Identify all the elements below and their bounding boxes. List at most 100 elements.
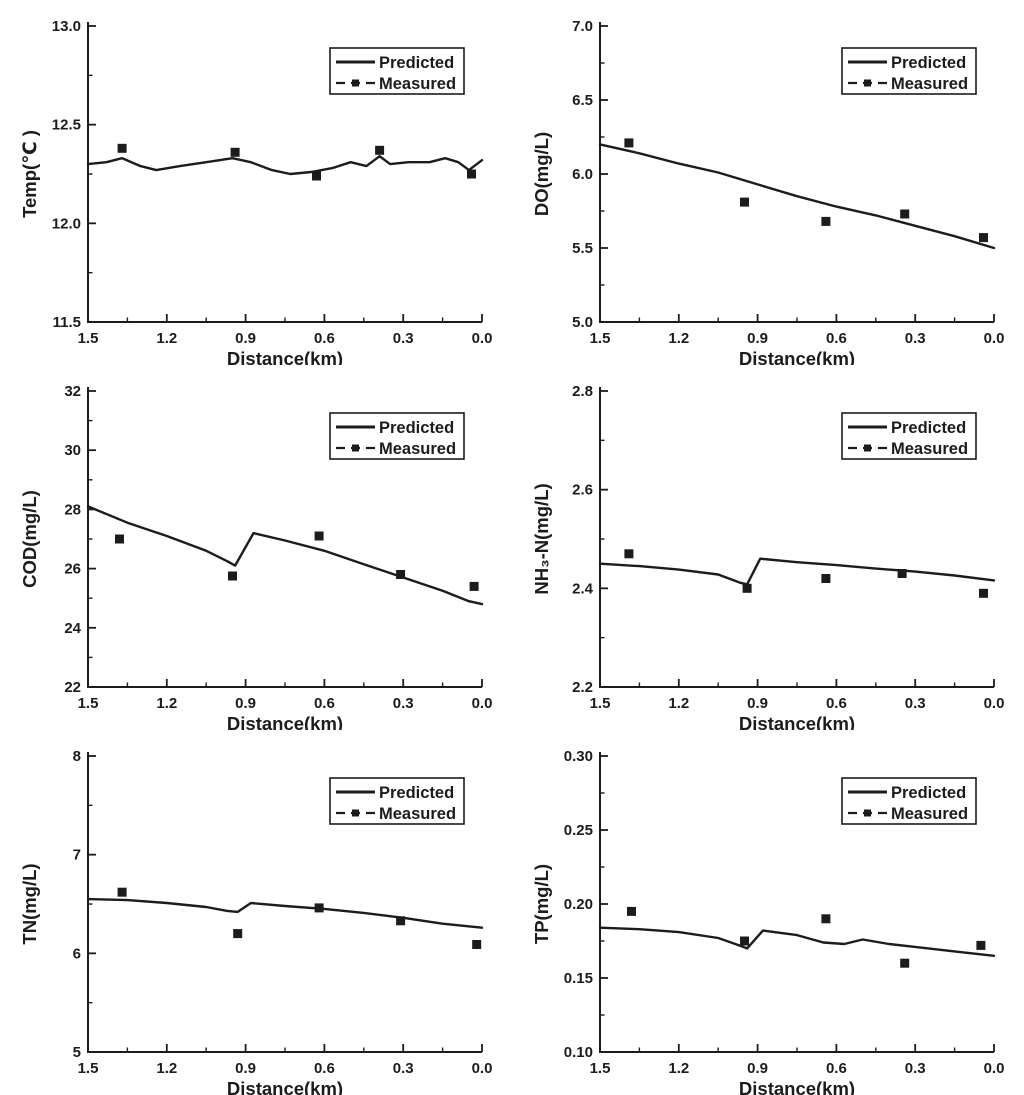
measured-point [314,903,324,913]
legend-measured-marker [864,809,871,817]
measured-point [624,549,634,559]
x-tick-label: 0.3 [905,330,926,347]
y-tick-label: 12.0 [52,215,81,232]
y-axis-title: TP(mg/L) [531,864,552,944]
measured-point [821,574,831,583]
y-tick-label: 6 [73,945,81,962]
y-tick-label: 2.6 [572,482,593,499]
legend-predicted-label: Predicted [379,54,454,72]
chart-tp: 1.5 1.2 0.9 0.6 0.3 0.0 0.10 0.15 0.20 0.25 0.30 Di… [531,748,1004,1095]
legend-measured-marker [352,809,359,817]
x-tick-label: 0.0 [472,695,493,712]
measured-point [375,145,385,155]
x-tick-label: 1.2 [668,695,689,712]
y-tick-label: 2.8 [572,383,593,400]
x-tick-label: 0.0 [984,695,1005,712]
x-tick-label: 0.6 [314,1060,335,1077]
x-tick-label: 1.5 [78,1060,99,1077]
chart-cod: 1.5 1.2 0.9 0.6 0.3 0.0 22 24 26 28 30 32 Distance(k… [19,383,493,730]
legend-predicted-label: Predicted [891,419,966,437]
predicted-line [598,143,996,250]
legend-predicted-label: Predicted [379,784,454,802]
y-axis-title: DO(mg/L) [531,132,552,216]
y-tick-label: 11.5 [53,314,81,331]
x-tick-label: 0.6 [826,1060,847,1077]
y-tick-label: 5.5 [572,240,593,257]
x-tick-label: 0.3 [393,330,414,347]
x-tick-label: 1.5 [78,330,99,347]
legend-measured-marker [864,444,871,452]
measured-point [117,887,127,897]
measured-point [821,914,831,924]
x-axis-title: Distance(km) [227,1078,343,1095]
x-tick-label: 0.9 [235,330,256,347]
y-tick-label: 0.15 [564,970,593,987]
measured-point [469,581,479,591]
panel-nh3n: 1.5 1.2 0.9 0.6 0.3 0.0 2.2 2.4 2.6 2.8 Distance(k… [512,365,1024,730]
x-axis-title: Distance(km) [739,348,855,365]
x-tick-label: 1.2 [156,330,177,347]
x-tick-label: 1.2 [668,1060,689,1077]
y-tick-label: 5.0 [572,314,593,331]
predicted-line [598,557,996,586]
y-tick-label: 6.5 [572,92,593,109]
measured-point [314,531,324,541]
predicted-line [86,154,484,176]
x-tick-label: 0.3 [905,695,926,712]
legend-measured-label: Measured [379,805,456,823]
chart-do: 1.5 1.2 0.9 0.6 0.3 0.0 5.0 5.5 6.0 6.5 7.0 Distanc… [531,18,1005,365]
x-tick-label: 0.9 [235,1060,256,1077]
measured-point [900,958,910,968]
measured-point [740,936,749,946]
measured-point [396,916,406,926]
x-tick-label: 0.0 [984,330,1005,347]
measured-point [396,570,406,579]
y-tick-label: 8 [73,748,81,765]
y-tick-label: 26 [64,561,81,578]
x-tick-label: 1.2 [156,695,177,712]
legend-measured-label: Measured [891,440,968,458]
x-tick-label: 1.5 [590,695,611,712]
x-tick-label: 0.6 [826,695,847,712]
x-tick-label: 0.9 [747,695,768,712]
measured-point [979,588,988,598]
legend-predicted-label: Predicted [891,54,966,72]
y-tick-label: 32 [64,383,81,400]
x-tick-label: 0.3 [905,1060,926,1077]
legend-box [841,412,977,460]
y-tick-label: 0.20 [564,896,593,913]
chart-temp: 1.5 1.2 0.9 0.6 0.3 0.0 11.5 12.0 12.5 13.0 Distan… [19,18,492,365]
legend-measured-marker [864,79,871,87]
y-tick-label: 30 [64,442,81,459]
measured-point [627,906,636,916]
legend-measured-label: Measured [379,440,456,458]
y-tick-label: 12.5 [52,117,81,134]
legend-measured-label: Measured [891,75,968,93]
measured-point [742,583,752,593]
y-axis-title: COD(mg/L) [19,490,40,588]
y-tick-label: 6.0 [572,166,593,183]
predicted-line [86,897,484,929]
x-tick-label: 1.2 [668,330,689,347]
y-tick-label: 2.4 [572,580,594,597]
measured-point [228,571,237,581]
x-tick-label: 1.5 [78,695,99,712]
panel-tn: 1.5 1.2 0.9 0.6 0.3 0.0 5 6 7 8 Distance(km) TN(mg/… [0,730,512,1095]
x-tick-label: 0.6 [314,330,335,347]
legend-predicted-label: Predicted [379,419,454,437]
x-tick-label: 1.2 [156,1060,177,1077]
measured-point [467,169,476,179]
y-tick-label: 0.10 [564,1044,593,1061]
measured-point [900,209,910,219]
legend-measured-label: Measured [891,805,968,823]
x-tick-label: 0.3 [393,1060,414,1077]
y-tick-label: 5 [73,1044,81,1061]
panel-temp: 1.5 1.2 0.9 0.6 0.3 0.0 11.5 12.0 12.5 13.0 Distan… [0,0,512,365]
measured-point [117,143,127,153]
x-axis-title: Distance(km) [739,1078,855,1095]
panel-do: 1.5 1.2 0.9 0.6 0.3 0.0 5.0 5.5 6.0 6.5 7.0 Distanc… [512,0,1024,365]
x-tick-label: 0.9 [747,1060,768,1077]
legend-measured-label: Measured [379,75,456,93]
measured-point [740,197,749,207]
measured-point [624,138,634,148]
